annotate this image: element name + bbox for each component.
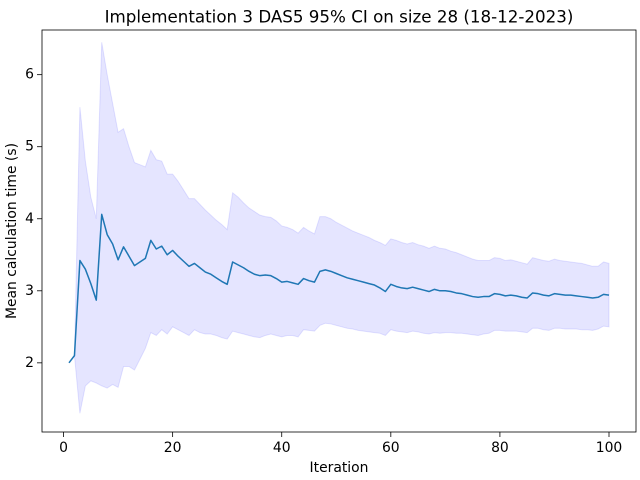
x-tick-label: 100 <box>596 440 623 456</box>
y-axis-label: Mean calculation time (s) <box>4 143 20 319</box>
x-tick-label: 40 <box>273 440 291 456</box>
confidence-band <box>68 42 610 414</box>
y-tick-label: 3 <box>25 283 34 299</box>
y-tick-label: 4 <box>25 211 34 227</box>
x-tick-label: 80 <box>491 440 509 456</box>
y-tick-label: 6 <box>25 67 34 83</box>
y-tick-label: 2 <box>25 355 34 371</box>
mean-line <box>68 213 610 364</box>
x-tick-label: 20 <box>164 440 182 456</box>
chart-title: Implementation 3 DAS5 95% CI on size 28 … <box>105 7 574 27</box>
x-tick-label: 60 <box>382 440 400 456</box>
x-tick-label: 0 <box>59 440 68 456</box>
y-tick-label: 5 <box>25 139 34 155</box>
plot-frame <box>41 29 637 433</box>
x-axis-label: Iteration <box>310 460 369 476</box>
